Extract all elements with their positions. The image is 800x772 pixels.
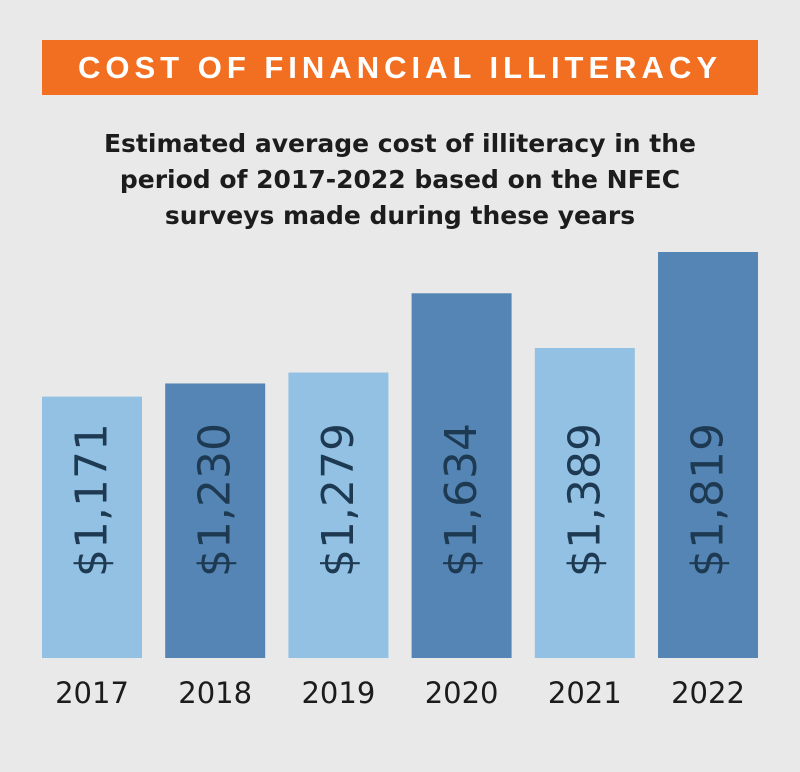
- bar-value-label-2022: $1,819: [683, 423, 734, 577]
- title-banner: COST OF FINANCIAL ILLITERACY: [42, 40, 758, 95]
- bar-value-label-2020: $1,634: [436, 423, 487, 577]
- bar-2019: [288, 372, 389, 658]
- x-tick-label-2021: 2021: [548, 676, 622, 710]
- bar-2021: [534, 347, 635, 658]
- bar-value-label-2017: $1,171: [67, 423, 118, 577]
- bar-value-label-2018: $1,230: [190, 423, 241, 577]
- bar-value-label-2019: $1,279: [313, 423, 364, 577]
- bar-2017: [42, 396, 142, 658]
- subtitle-line-3: surveys made during these years: [164, 201, 636, 230]
- subtitle-line-1: Estimated average cost of illiteracy in …: [103, 129, 697, 158]
- subtitle-line-2: period of 2017-2022 based on the NFEC: [119, 165, 681, 194]
- bar-2018: [165, 383, 266, 658]
- x-tick-label-2022: 2022: [671, 676, 745, 710]
- x-tick-label-2019: 2019: [301, 676, 375, 710]
- x-tick-label-2020: 2020: [425, 676, 499, 710]
- chart-title: COST OF FINANCIAL ILLITERACY: [77, 49, 723, 85]
- chart-subtitle: Estimated average cost of illiteracy in …: [60, 126, 740, 234]
- x-tick-label-2018: 2018: [178, 676, 252, 710]
- bar-2020: [411, 293, 512, 658]
- bar-2022: [658, 252, 758, 658]
- bar-value-label-2021: $1,389: [559, 423, 610, 577]
- x-tick-label-2017: 2017: [55, 676, 129, 710]
